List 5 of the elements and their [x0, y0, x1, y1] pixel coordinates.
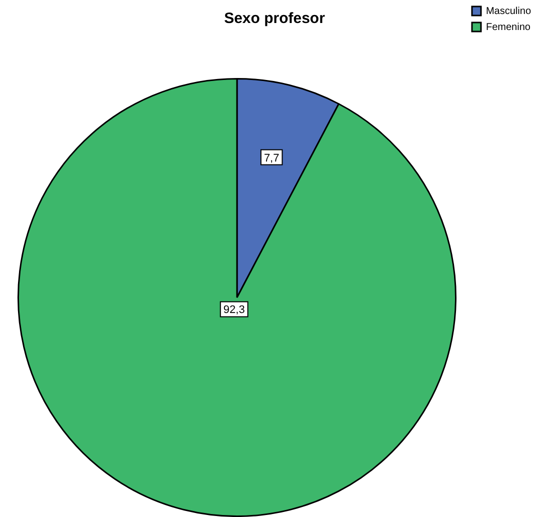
legend-label: Femenino	[486, 22, 531, 33]
data-label: 92,3	[223, 304, 245, 316]
chart-title: Sexo profesor	[224, 10, 326, 28]
legend-label: Masculino	[486, 6, 532, 17]
data-label: 7,7	[264, 152, 280, 164]
